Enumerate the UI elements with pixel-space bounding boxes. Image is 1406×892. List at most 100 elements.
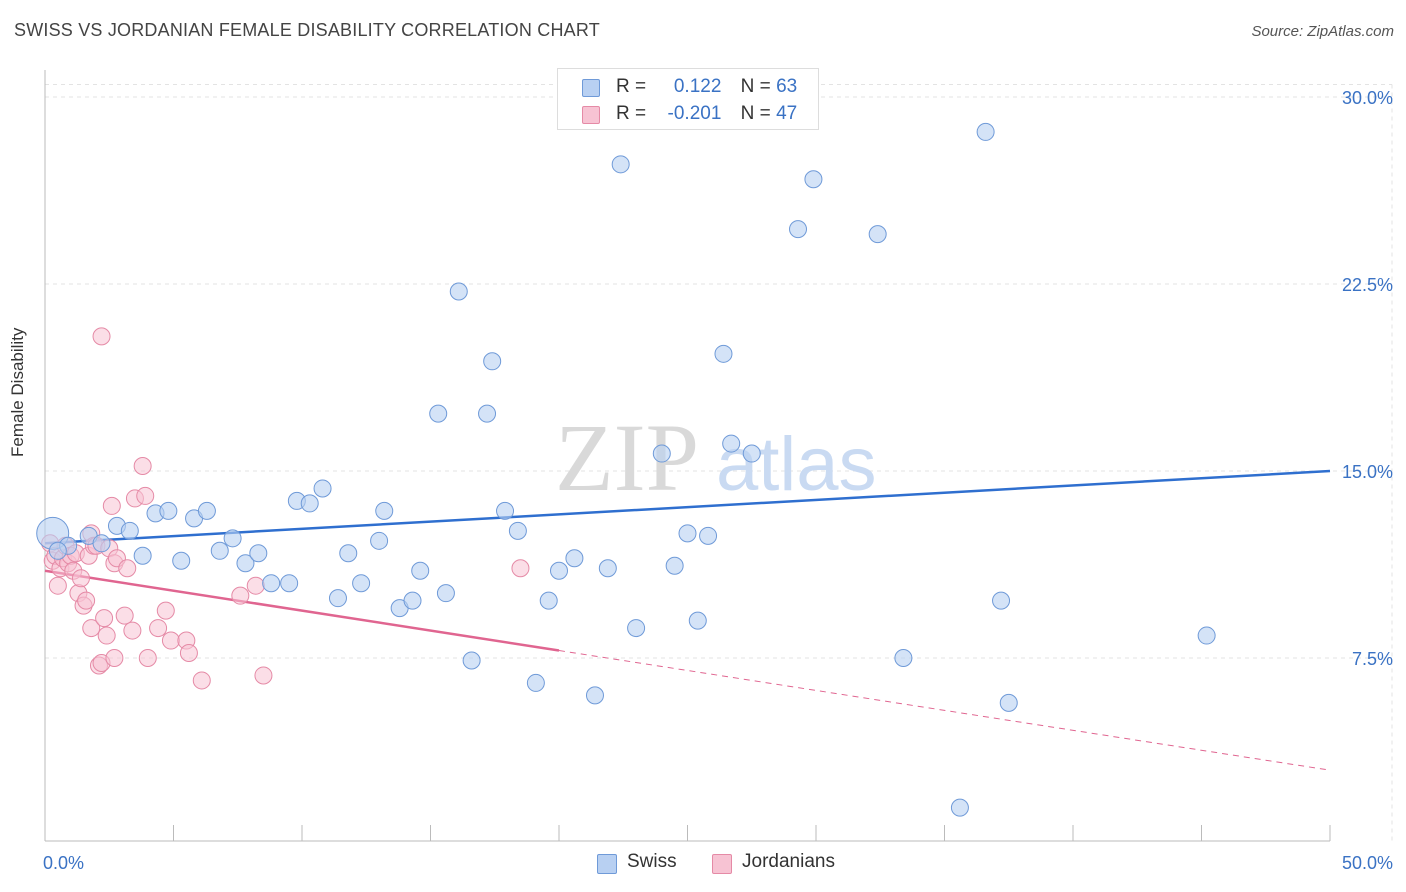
y-tick-label: 7.5%: [1352, 649, 1393, 669]
jordanians-point: [97, 626, 116, 645]
swiss-swatch: [582, 79, 600, 97]
jordanians-point: [48, 576, 67, 595]
swiss-points: [36, 122, 1216, 817]
swiss-point: [328, 589, 347, 608]
swiss-point: [411, 561, 430, 580]
swiss-point: [262, 574, 281, 593]
watermark-atlas: atlas: [716, 422, 877, 507]
swiss-point: [868, 225, 887, 244]
swiss-point: [508, 521, 527, 540]
jordanians-point: [161, 631, 180, 650]
swiss-point: [627, 619, 646, 638]
swiss-point: [48, 541, 67, 560]
swiss-point: [550, 561, 568, 580]
swiss-point: [197, 501, 216, 520]
swiss-point: [665, 556, 684, 575]
swiss-point: [436, 584, 455, 603]
legend-r-label: R =: [616, 76, 647, 97]
trend-lines: [44, 469, 1331, 771]
jordanians-point: [102, 496, 121, 515]
jordanians-point: [156, 601, 175, 620]
y-tick-label: 15.0%: [1342, 462, 1393, 482]
swiss-point: [223, 529, 242, 548]
watermark: ZIP atlas: [555, 404, 877, 511]
jordanians-point: [105, 649, 124, 667]
swiss-point: [120, 521, 139, 540]
swiss-point: [172, 551, 191, 570]
legend-r-label: R =: [616, 103, 647, 124]
swiss-point: [999, 693, 1018, 712]
swiss-swatch: [597, 854, 617, 874]
jordanians-point: [138, 649, 157, 667]
jordanians-point: [77, 591, 96, 610]
swiss-point: [1197, 626, 1216, 645]
swiss-point: [403, 591, 422, 610]
jordanians-point: [95, 609, 114, 628]
tick-labels: 7.5% 15.0% 22.5% 30.0% 0.0% 50.0%: [43, 88, 1393, 873]
jordanians-swatch: [582, 106, 600, 124]
swiss-point: [280, 574, 299, 593]
swiss-trend-line: [44, 469, 1331, 545]
swiss-point: [539, 591, 558, 610]
swiss-point: [950, 798, 969, 817]
swiss-point: [313, 479, 332, 498]
jordanians-point: [118, 559, 137, 578]
x-tick-label: 0.0%: [43, 853, 84, 873]
jordanians-point: [123, 621, 142, 640]
jordanians-point: [231, 586, 250, 605]
swiss-point: [789, 220, 808, 239]
legend-n-label: N =: [740, 76, 771, 97]
swiss-point: [526, 673, 545, 692]
swiss-point: [742, 444, 761, 463]
jordanians-trend-extension: [558, 650, 1331, 771]
swiss-point: [370, 531, 389, 550]
swiss-point: [92, 534, 111, 553]
x-tick-label: 50.0%: [1342, 853, 1393, 873]
swiss-point: [976, 122, 995, 141]
bottom-legend-label: Swiss: [627, 851, 677, 872]
swiss-point: [565, 549, 584, 568]
legend-n-value: 47: [776, 103, 798, 124]
jordanians-point: [149, 619, 168, 638]
swiss-point: [210, 541, 229, 560]
swiss-point: [652, 444, 671, 463]
swiss-point: [300, 494, 319, 513]
swiss-point: [611, 155, 630, 174]
swiss-point: [375, 501, 394, 520]
swiss-point: [688, 611, 707, 630]
swiss-point: [339, 544, 358, 563]
jordanians-point: [192, 671, 211, 690]
swiss-point: [462, 651, 481, 670]
jordanians-point: [511, 559, 530, 578]
legend-n-value: 63: [776, 76, 798, 97]
swiss-point: [699, 526, 718, 545]
legend-n-label: N =: [740, 103, 771, 124]
swiss-point: [598, 559, 617, 578]
jordanians-point: [179, 644, 198, 663]
jordanians-point: [115, 606, 134, 625]
swiss-point: [352, 574, 371, 593]
jordanians-point: [246, 576, 265, 595]
jordanians-trend-line: [44, 569, 560, 652]
swiss-point: [496, 501, 515, 520]
jordanians-point: [82, 619, 101, 638]
y-tick-label: 22.5%: [1342, 275, 1393, 295]
swiss-point: [159, 501, 178, 520]
swiss-point: [992, 591, 1011, 610]
jordanians-point: [71, 569, 90, 588]
chart-source: Source: ZipAtlas.com: [1251, 23, 1394, 40]
swiss-point: [449, 282, 468, 301]
jordanians-point: [254, 666, 273, 685]
swiss-point: [249, 544, 268, 563]
jordanians-point: [92, 327, 111, 346]
jordanians-point: [136, 486, 155, 505]
jordanians-swatch: [712, 854, 732, 874]
swiss-point: [429, 404, 448, 423]
gridlines: [45, 84, 1393, 841]
swiss-point: [133, 546, 152, 565]
swiss-point: [236, 554, 255, 573]
swiss-point: [483, 352, 502, 371]
bottom-legend-label: Jordanians: [742, 851, 835, 872]
swiss-point: [678, 524, 697, 543]
